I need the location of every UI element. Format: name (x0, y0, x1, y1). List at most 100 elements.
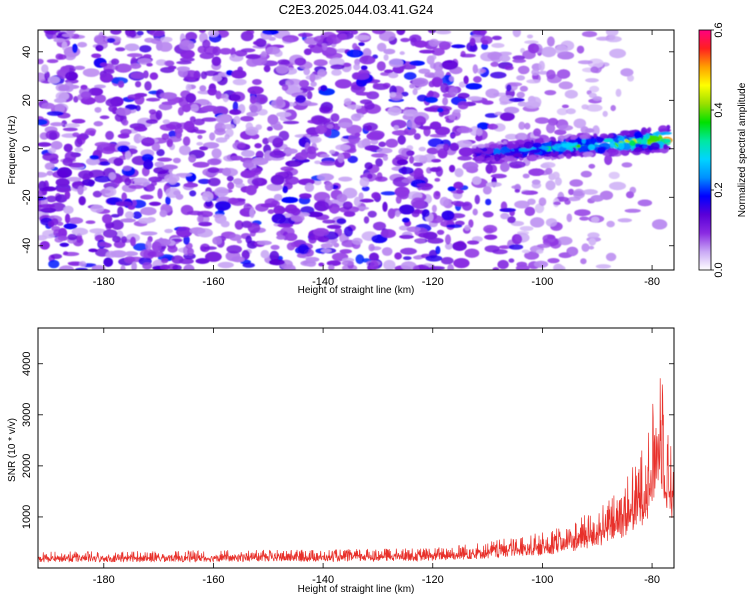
spectrogram-cell (412, 77, 429, 87)
spectrogram-cell (245, 185, 257, 196)
spectrogram-ridge-cell (493, 153, 501, 162)
spectrogram-cell (326, 124, 334, 129)
spectrogram-cell (414, 40, 428, 48)
spectrogram-cell (134, 93, 148, 97)
spectrogram-cell (553, 201, 561, 206)
spectrogram-panel: -180 -160 -140 -120 -100 -80 -40 -20 0 20 40 Heig… (7, 29, 675, 296)
spectrogram-cell (307, 136, 322, 144)
spectrogram-cell (314, 160, 321, 165)
spectrogram-cell (504, 65, 514, 71)
spectrogram-cell (255, 38, 267, 48)
spectrogram-cell (554, 265, 566, 270)
spectrogram-cell (75, 267, 88, 270)
spectrogram-cell (499, 112, 515, 121)
spectrogram-cell (295, 95, 306, 104)
spectrogram-ridge-cell (640, 127, 648, 136)
spectrogram-cell (474, 194, 480, 205)
spectrogram-cell (637, 199, 653, 207)
spectrogram-cell (269, 259, 285, 266)
spectrogram-cell (588, 238, 596, 246)
spectrogram-cell (46, 195, 57, 203)
spectrogram-cell (424, 107, 439, 112)
spectrogram-cell (159, 264, 170, 270)
spectrogram-cell (512, 30, 521, 38)
spectrogram-cell (282, 35, 299, 43)
spectrogram-cell (90, 204, 105, 213)
spectrogram-cell (195, 258, 210, 264)
spectrogram-cell (47, 220, 55, 228)
colorbar-tick-label: 0.4 (713, 102, 725, 117)
spectrogram-cell (449, 142, 460, 152)
spectrogram-cell (198, 221, 212, 227)
spectrogram-ridge-cell (647, 135, 660, 142)
spectrogram-cell (276, 96, 284, 107)
spectrogram-cell (42, 186, 57, 192)
spectrogram-cell (145, 240, 152, 251)
spectrogram-cell (129, 63, 142, 69)
spectrogram-cell (227, 197, 239, 205)
spectrogram-cell (608, 171, 620, 180)
spectrogram-cell (366, 125, 372, 131)
spectrogram-cell (383, 54, 389, 61)
spectrogram-cell (588, 245, 595, 250)
spectrogram-cell (183, 182, 198, 188)
spectrogram-cell (53, 38, 66, 43)
spectrogram-cell (524, 206, 536, 216)
spectrogram-cell (207, 167, 220, 174)
spectrogram-cell (263, 65, 271, 73)
spectrogram-cell (266, 126, 273, 131)
spectrogram-cell (110, 30, 122, 35)
spectrogram-cell (391, 130, 409, 136)
spectrogram-cell (364, 145, 380, 151)
spectrogram-cell (284, 233, 298, 241)
spectrogram-cell (526, 34, 534, 39)
spectrogram-cell (132, 211, 142, 219)
spectrogram-cell (262, 30, 279, 35)
spectrogram-cell (437, 107, 444, 113)
spectrogram-cell (215, 90, 222, 100)
spectrogram-cell (144, 81, 152, 91)
spectrogram-cell (71, 118, 86, 124)
spectrogram-cell (387, 106, 402, 116)
spectrogram-ridge-cell (607, 133, 614, 139)
spectrogram-cell (222, 123, 235, 130)
spectrogram-cell (185, 93, 197, 104)
spectrogram-cell (401, 91, 409, 97)
spectrogram-cell (135, 81, 142, 88)
spectrogram-cell (536, 249, 544, 254)
spectrogram-cell (117, 145, 130, 153)
spectrogram-cell (72, 132, 80, 137)
snr-panel: -180 -160 -140 -120 -100 -80 1000 2000 3000 4000… (7, 327, 675, 595)
spectrogram-cell (445, 234, 451, 245)
spectrogram-cell (450, 133, 456, 138)
spectrogram-cell (280, 166, 294, 172)
spectrogram-cell (409, 83, 415, 89)
spectrogram-cell (566, 213, 573, 223)
spectrogram-cell (367, 210, 377, 218)
spectrogram-cell (304, 182, 315, 192)
spectrogram-cell (180, 49, 195, 59)
spectrogram-cell (468, 219, 474, 228)
spectrogram-cell (41, 102, 55, 109)
spectrogram-cell (399, 51, 405, 55)
spectrogram-cell (436, 229, 445, 235)
spectrogram-cell (355, 254, 365, 265)
spectrogram-ridge-cell (528, 155, 537, 161)
spectrogram-cell (106, 37, 116, 43)
spectrogram-cell (356, 77, 367, 87)
spectrogram-cell (94, 107, 102, 113)
spectrogram-cell (73, 96, 79, 103)
spectrogram-cell (440, 83, 449, 94)
spectrogram-cell (375, 176, 388, 182)
spectrogram-ridge-cell (565, 153, 572, 159)
spectrogram-cell (399, 234, 414, 239)
spectrogram-cell (121, 119, 129, 126)
spectrogram-cell (439, 196, 449, 207)
spectrogram-x-tick-label: -180 (93, 276, 115, 288)
spectrogram-cell (131, 261, 137, 270)
colorbar-tick-label: 0.6 (713, 22, 725, 37)
spectrogram-cell (346, 104, 362, 110)
spectrogram-cell (291, 207, 301, 216)
spectrogram-cell (151, 142, 161, 152)
spectrogram-cell (205, 251, 222, 262)
